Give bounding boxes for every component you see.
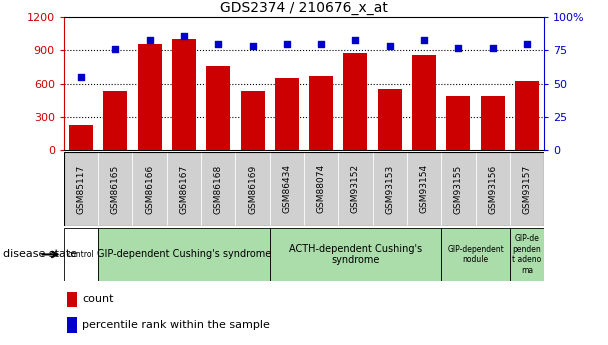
Bar	[344, 53, 367, 150]
Text: GIP-dependent
nodule: GIP-dependent nodule	[447, 245, 504, 264]
Point	[282, 41, 292, 47]
Bar	[64, 228, 98, 281]
Bar	[304, 152, 338, 226]
Text: control: control	[67, 250, 94, 259]
Text: count: count	[82, 294, 114, 304]
Point	[76, 74, 86, 80]
Bar	[373, 152, 407, 226]
Point	[385, 44, 395, 49]
Text: GSM86434: GSM86434	[282, 164, 291, 214]
Bar	[206, 66, 230, 150]
Bar	[441, 152, 475, 226]
Bar	[510, 228, 544, 281]
Text: GSM86168: GSM86168	[214, 164, 223, 214]
Bar	[407, 152, 441, 226]
Bar	[270, 228, 441, 281]
Text: GSM93154: GSM93154	[420, 164, 429, 214]
Bar	[309, 76, 333, 150]
Bar	[270, 152, 304, 226]
Text: GIP-dependent Cushing's syndrome: GIP-dependent Cushing's syndrome	[97, 249, 271, 259]
Point	[179, 33, 188, 39]
Bar	[137, 44, 162, 150]
Bar	[172, 39, 196, 150]
Point	[247, 44, 257, 49]
Point	[111, 46, 120, 52]
Bar	[167, 152, 201, 226]
Bar	[67, 317, 77, 333]
Text: GSM86165: GSM86165	[111, 164, 120, 214]
Title: GDS2374 / 210676_x_at: GDS2374 / 210676_x_at	[220, 1, 388, 15]
Bar	[98, 152, 133, 226]
Bar	[201, 152, 235, 226]
Text: ACTH-dependent Cushing's
syndrome: ACTH-dependent Cushing's syndrome	[289, 244, 422, 265]
Bar	[412, 55, 436, 150]
Bar	[475, 152, 510, 226]
Bar	[241, 91, 264, 150]
Bar	[67, 292, 77, 307]
Point	[145, 37, 154, 42]
Point	[454, 45, 463, 51]
Point	[316, 41, 326, 47]
Text: GSM86167: GSM86167	[179, 164, 188, 214]
Text: disease state: disease state	[3, 249, 77, 259]
Bar	[441, 228, 510, 281]
Bar	[378, 89, 402, 150]
Bar	[69, 125, 93, 150]
Text: GSM86169: GSM86169	[248, 164, 257, 214]
Point	[351, 37, 361, 42]
Text: GSM88074: GSM88074	[317, 164, 326, 214]
Bar	[515, 81, 539, 150]
Bar	[103, 91, 127, 150]
Bar	[481, 96, 505, 150]
Text: GSM93152: GSM93152	[351, 164, 360, 214]
Text: GSM93153: GSM93153	[385, 164, 394, 214]
Bar	[64, 152, 98, 226]
Text: percentile rank within the sample: percentile rank within the sample	[82, 320, 270, 330]
Bar	[133, 152, 167, 226]
Text: GSM86166: GSM86166	[145, 164, 154, 214]
Text: GSM93155: GSM93155	[454, 164, 463, 214]
Bar	[98, 228, 270, 281]
Text: GSM93157: GSM93157	[522, 164, 531, 214]
Point	[522, 41, 532, 47]
Bar	[235, 152, 270, 226]
Text: GIP-de
penden
t adeno
ma: GIP-de penden t adeno ma	[513, 234, 542, 275]
Bar	[510, 152, 544, 226]
Text: GSM93156: GSM93156	[488, 164, 497, 214]
Bar	[446, 96, 471, 150]
Point	[419, 37, 429, 42]
Point	[213, 41, 223, 47]
Bar	[275, 78, 299, 150]
Point	[488, 45, 497, 51]
Text: GSM85117: GSM85117	[77, 164, 86, 214]
Bar	[338, 152, 373, 226]
